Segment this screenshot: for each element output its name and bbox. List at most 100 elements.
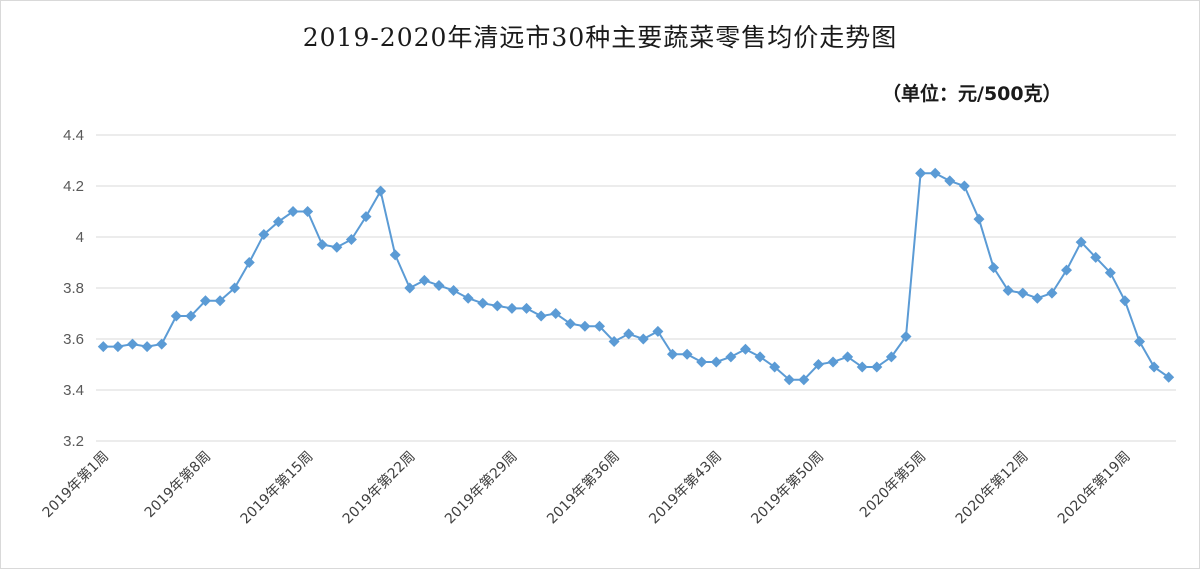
data-point <box>418 274 430 286</box>
data-point <box>769 361 781 373</box>
x-tick-label: 2019年第50周 <box>748 448 828 528</box>
data-point <box>871 361 883 373</box>
data-point <box>360 211 372 223</box>
data-point <box>944 175 956 187</box>
x-tick-label: 2019年第15周 <box>237 448 317 528</box>
series-line <box>103 172 1170 381</box>
x-tick-label: 2019年第8周 <box>141 448 214 521</box>
x-tick-label: 2019年第36周 <box>543 448 623 528</box>
data-point <box>623 328 635 340</box>
data-point <box>141 341 153 353</box>
data-point <box>579 320 591 332</box>
data-point <box>827 356 839 368</box>
data-point <box>126 338 138 350</box>
y-tick-label: 4.2 <box>63 178 84 195</box>
data-point <box>287 206 299 217</box>
chart-title: 2019-2020年清远市30种主要蔬菜零售均价走势图 <box>302 23 898 52</box>
data-point <box>550 308 562 319</box>
y-tick-label: 3.6 <box>63 331 84 348</box>
data-point <box>564 318 576 330</box>
data-point <box>506 302 518 314</box>
data-point <box>199 295 211 307</box>
data-point <box>798 374 810 386</box>
data-point <box>404 282 416 294</box>
data-point <box>783 374 795 386</box>
data-point <box>1075 236 1087 248</box>
data-point <box>1104 267 1116 279</box>
data-point <box>302 206 314 217</box>
gridlines <box>96 134 1176 442</box>
data-point <box>97 341 109 353</box>
x-axis-ticks: 2019年第1周 2019年第8周 2019年第15周 2019年第22周 2019年第… <box>39 448 1134 528</box>
data-point <box>1017 287 1029 299</box>
data-point <box>929 167 941 179</box>
data-point <box>973 213 985 225</box>
unit-label: （单位：元/500克） <box>882 83 1062 105</box>
data-point <box>754 351 766 363</box>
data-point <box>915 167 927 179</box>
data-point <box>696 356 708 368</box>
x-tick-label: 2019年第43周 <box>646 448 726 528</box>
data-point <box>856 361 868 373</box>
data-point <box>1134 336 1146 348</box>
x-tick-label: 2019年第1周 <box>39 448 112 521</box>
data-point <box>185 310 197 322</box>
data-point <box>1031 292 1043 304</box>
data-point <box>1163 371 1175 383</box>
data-point <box>666 348 678 360</box>
data-point <box>448 285 460 297</box>
y-tick-label: 3.8 <box>63 280 84 297</box>
data-point <box>681 348 693 360</box>
data-point <box>608 336 620 348</box>
data-point <box>214 295 226 307</box>
data-point <box>272 216 284 228</box>
series-points <box>97 167 1175 386</box>
y-axis-ticks: 3.2 3.4 3.6 3.8 4 4.2 4.4 <box>63 127 84 450</box>
data-point <box>958 180 970 192</box>
data-point <box>521 302 533 314</box>
data-point <box>229 282 241 294</box>
data-point <box>243 257 255 268</box>
data-point <box>900 330 912 342</box>
data-point <box>331 241 343 253</box>
data-point <box>637 333 649 345</box>
data-point <box>462 292 474 304</box>
data-point <box>594 320 606 332</box>
x-tick-label: 2020年第19周 <box>1054 448 1134 528</box>
data-point <box>1148 361 1160 373</box>
data-point <box>739 343 751 355</box>
data-point <box>156 338 168 350</box>
data-point <box>1090 251 1102 263</box>
data-point <box>170 310 182 322</box>
data-point <box>258 228 270 240</box>
y-tick-label: 4.4 <box>63 127 84 144</box>
data-point <box>1061 264 1073 276</box>
data-point <box>112 341 124 353</box>
data-point <box>535 310 547 322</box>
y-tick-label: 3.2 <box>63 433 84 450</box>
data-point <box>988 262 1000 274</box>
data-point <box>375 185 387 197</box>
data-point <box>389 249 401 261</box>
data-point <box>725 351 737 363</box>
data-point <box>710 356 722 368</box>
y-tick-label: 3.4 <box>63 382 84 399</box>
x-tick-label: 2020年第12周 <box>952 448 1032 528</box>
data-point <box>885 351 897 363</box>
data-point <box>812 359 824 370</box>
data-point <box>652 325 664 337</box>
data-point <box>1002 285 1014 297</box>
x-tick-label: 2019年第29周 <box>441 448 521 528</box>
x-tick-label: 2020年第5周 <box>856 448 929 521</box>
data-point <box>842 351 854 363</box>
data-point <box>433 279 445 291</box>
data-point <box>477 297 489 309</box>
x-tick-label: 2019年第22周 <box>339 448 419 528</box>
data-point <box>491 300 503 312</box>
data-point <box>1119 295 1131 307</box>
data-point <box>1046 287 1058 299</box>
data-point <box>345 234 357 246</box>
y-tick-label: 4 <box>76 229 84 246</box>
